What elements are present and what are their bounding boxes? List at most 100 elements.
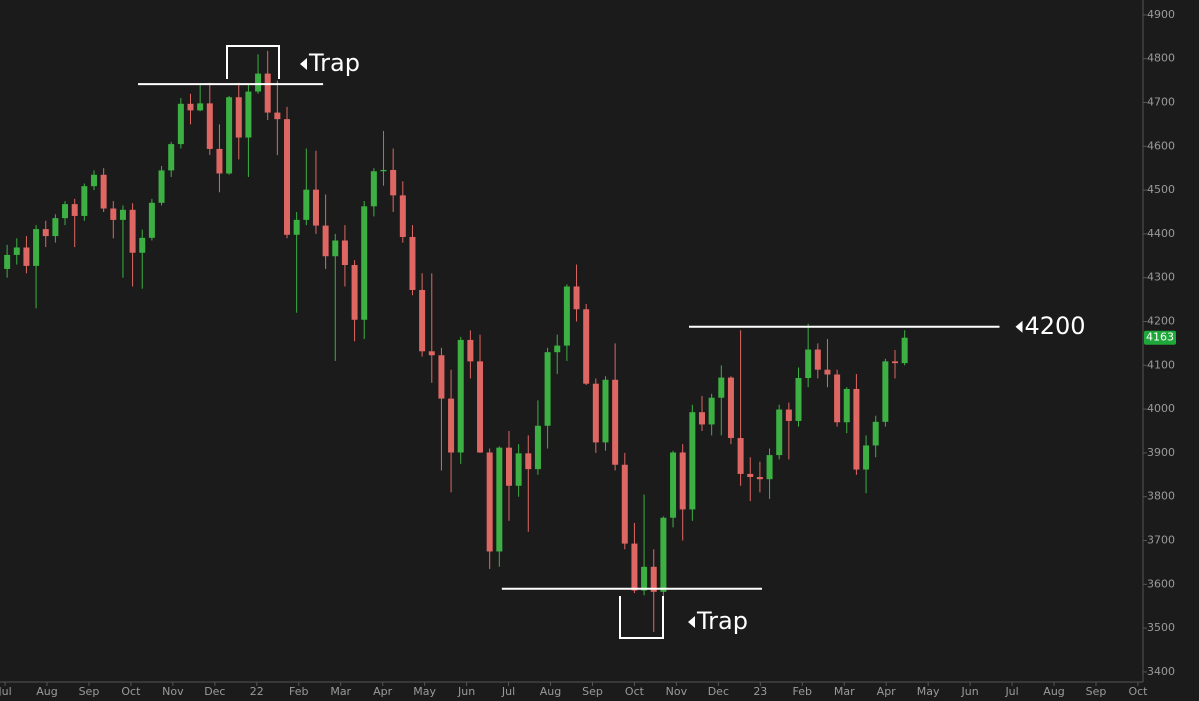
x-tick-label: Aug bbox=[1043, 685, 1064, 698]
x-tick-label: 22 bbox=[250, 685, 264, 698]
candle-body bbox=[62, 204, 69, 219]
x-tick-label: Jun bbox=[457, 685, 475, 698]
annotation-arrow bbox=[688, 616, 695, 628]
candle-body bbox=[158, 170, 165, 203]
candle-body bbox=[13, 247, 20, 255]
x-tick-label: 23 bbox=[753, 685, 767, 698]
annotation-label: Trap bbox=[308, 49, 360, 77]
y-tick-label: 4100 bbox=[1147, 358, 1175, 371]
y-tick-label: 4300 bbox=[1147, 271, 1175, 284]
x-tick-label: Jul bbox=[1004, 685, 1018, 698]
candle-body bbox=[341, 240, 348, 266]
y-tick-label: 4400 bbox=[1147, 227, 1175, 240]
candle-body bbox=[90, 174, 97, 187]
y-tick-label: 3900 bbox=[1147, 446, 1175, 459]
x-tick-label: Jul bbox=[0, 685, 12, 698]
x-tick-label: Oct bbox=[121, 685, 141, 698]
last-price-label: 4163 bbox=[1146, 331, 1174, 344]
candle-body bbox=[42, 229, 49, 237]
candle-body bbox=[496, 447, 503, 552]
y-tick-label: 4500 bbox=[1147, 183, 1175, 196]
candle-body bbox=[4, 254, 11, 269]
candle-body bbox=[226, 97, 233, 174]
y-tick-label: 4600 bbox=[1147, 139, 1175, 152]
candle-body bbox=[284, 119, 291, 235]
x-tick-label: Mar bbox=[834, 685, 855, 698]
x-tick-label: May bbox=[413, 685, 436, 698]
candle-body bbox=[641, 566, 648, 591]
candle-body bbox=[351, 265, 358, 320]
candle-body bbox=[177, 103, 184, 145]
candle-body bbox=[380, 169, 387, 172]
candle-body bbox=[592, 383, 599, 443]
candle-body bbox=[274, 112, 281, 120]
candle-body bbox=[148, 202, 155, 238]
y-tick-label: 4700 bbox=[1147, 95, 1175, 108]
y-tick-label: 4200 bbox=[1147, 315, 1175, 328]
candle-body bbox=[612, 379, 619, 465]
x-tick-label: Feb bbox=[289, 685, 308, 698]
candle-body bbox=[834, 374, 841, 423]
candle-body bbox=[756, 477, 763, 480]
x-tick-label: Oct bbox=[1128, 685, 1148, 698]
x-tick-label: Apr bbox=[877, 685, 897, 698]
candle-body bbox=[872, 421, 879, 446]
x-tick-label: Aug bbox=[36, 685, 57, 698]
candle-body bbox=[303, 189, 310, 220]
candle-body bbox=[477, 361, 484, 453]
candle-body bbox=[33, 229, 40, 266]
candle-body bbox=[332, 240, 339, 257]
x-tick-label: Nov bbox=[666, 685, 688, 698]
x-tick-label: Apr bbox=[373, 685, 393, 698]
annotation-arrow bbox=[300, 58, 307, 70]
candle-body bbox=[206, 103, 213, 149]
candle-body bbox=[312, 189, 319, 226]
x-tick-label: Sep bbox=[79, 685, 100, 698]
candle-body bbox=[795, 378, 802, 421]
candle-body bbox=[235, 97, 242, 138]
candle-body bbox=[563, 286, 570, 346]
candle-body bbox=[293, 219, 300, 235]
x-tick-label: Jul bbox=[501, 685, 515, 698]
candle-body bbox=[747, 473, 754, 478]
y-tick-label: 4800 bbox=[1147, 52, 1175, 65]
candle-body bbox=[129, 209, 136, 253]
annotation-label: 4200 bbox=[1024, 312, 1085, 340]
candle-body bbox=[525, 453, 532, 470]
candle-body bbox=[100, 174, 107, 209]
candle-body bbox=[399, 195, 406, 237]
candle-body bbox=[81, 186, 88, 216]
trap-bracket bbox=[226, 45, 280, 79]
candle-body bbox=[467, 339, 474, 362]
y-tick-label: 3600 bbox=[1147, 577, 1175, 590]
candle-body bbox=[660, 517, 667, 592]
annotation-arrow bbox=[1015, 320, 1023, 333]
candle-body bbox=[882, 361, 889, 422]
candle-body bbox=[554, 345, 561, 353]
y-tick-label: 4000 bbox=[1147, 402, 1175, 415]
candle-body bbox=[650, 566, 657, 592]
candle-body bbox=[515, 453, 522, 486]
x-tick-label: Nov bbox=[162, 685, 184, 698]
candle-body bbox=[197, 103, 204, 111]
x-tick-label: Dec bbox=[708, 685, 729, 698]
candle-body bbox=[892, 361, 899, 364]
candle-body bbox=[245, 91, 252, 138]
candle-body bbox=[52, 218, 59, 237]
candle-body bbox=[361, 206, 368, 320]
candle-body bbox=[805, 349, 812, 379]
x-tick-label: Mar bbox=[330, 685, 351, 698]
y-tick-label: 3400 bbox=[1147, 665, 1175, 678]
candle-body bbox=[737, 438, 744, 474]
candle-body bbox=[679, 452, 686, 510]
candle-body bbox=[428, 351, 435, 356]
candle-body bbox=[119, 209, 126, 220]
candle-body bbox=[438, 355, 445, 399]
candle-body bbox=[573, 286, 580, 310]
candle-body bbox=[776, 409, 783, 456]
trap-bracket bbox=[619, 596, 664, 639]
candle-body bbox=[621, 464, 628, 544]
candle-body bbox=[534, 425, 541, 470]
